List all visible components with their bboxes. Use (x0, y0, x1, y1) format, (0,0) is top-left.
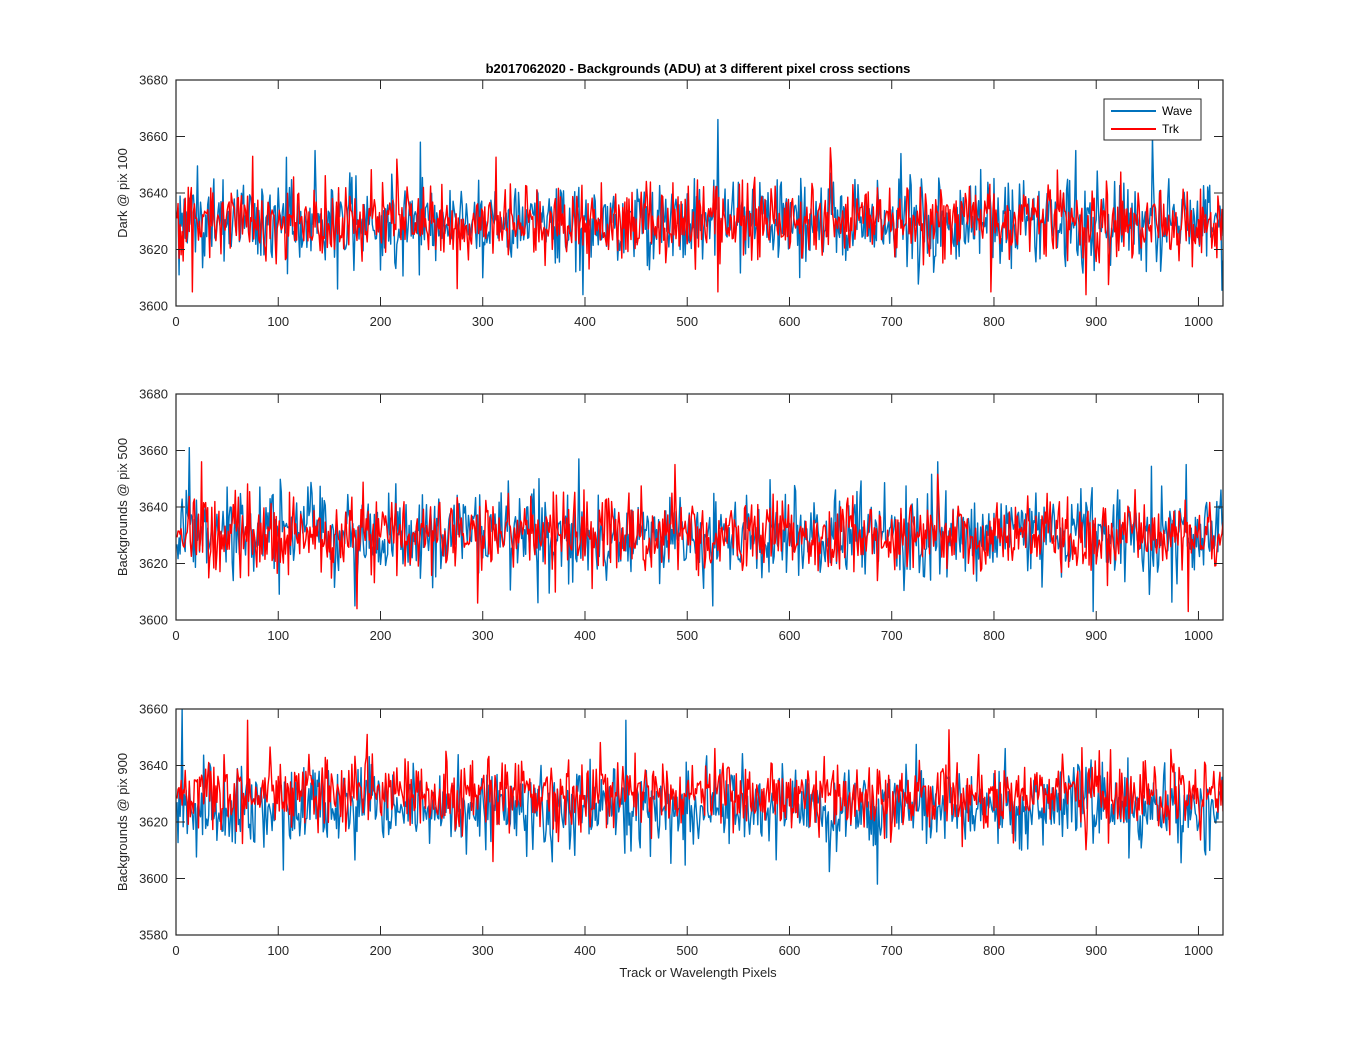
x-tick-label-1: 1000 (1184, 314, 1213, 329)
legend-box (1103, 98, 1202, 141)
y-tick-label-2: 3600 (139, 613, 168, 628)
x-tick-label-3: 100 (267, 943, 289, 958)
y-tick-label-3: 3640 (139, 758, 168, 773)
y-tick-label-2: 3640 (139, 500, 168, 515)
series-line-trk-panel-1 (176, 147, 1223, 296)
x-tick-label-3: 800 (983, 943, 1005, 958)
x-axis-label: Track or Wavelength Pixels (619, 965, 777, 980)
y-tick-label-1: 3600 (139, 299, 168, 314)
y-tick-label-1: 3620 (139, 242, 168, 257)
x-tick-label-3: 400 (574, 943, 596, 958)
legend: Wave Trk (1103, 98, 1202, 141)
legend-label-wave: Wave (1162, 104, 1193, 118)
x-tick-label-2: 100 (267, 628, 289, 643)
plot-area-2 (176, 394, 1223, 620)
x-tick-label-1: 0 (172, 314, 179, 329)
x-tick-label-1: 300 (472, 314, 494, 329)
x-tick-label-2: 500 (676, 628, 698, 643)
y-tick-label-2: 3620 (139, 556, 168, 571)
figure-title: b2017062020 - Backgrounds (ADU) at 3 dif… (486, 61, 911, 76)
y-tick-label-2: 3680 (139, 387, 168, 402)
panel-2: 0 100 200 300 400 500 600 700 800 900 1000 3600 3620… (115, 387, 1224, 643)
series-line-trk-panel-3 (176, 719, 1223, 863)
x-tick-label-1: 800 (983, 314, 1005, 329)
panel-3: 0 100 200 300 400 500 600 700 800 900 1000 3580 3600… (115, 702, 1224, 958)
y-tick-label-2: 3660 (139, 443, 168, 458)
x-tick-label-1: 900 (1085, 314, 1107, 329)
x-tick-label-1: 500 (676, 314, 698, 329)
x-tick-label-3: 500 (676, 943, 698, 958)
x-tick-label-3: 600 (779, 943, 801, 958)
x-tick-label-2: 200 (370, 628, 392, 643)
x-tick-label-3: 0 (172, 943, 179, 958)
x-tick-label-1: 600 (779, 314, 801, 329)
y-tick-label-1: 3660 (139, 129, 168, 144)
y-axis-label-1: Dark @ pix 100 (115, 148, 130, 238)
x-tick-label-2: 1000 (1184, 628, 1213, 643)
y-tick-label-3: 3600 (139, 871, 168, 886)
y-axis-label-2: Backgrounds @ pix 500 (115, 438, 130, 576)
x-tick-label-2: 800 (983, 628, 1005, 643)
x-tick-label-3: 200 (370, 943, 392, 958)
y-tick-label-3: 3620 (139, 815, 168, 830)
x-tick-label-1: 400 (574, 314, 596, 329)
panels: 0 100 200 300 400 500 600 700 800 900 100036003620… (115, 73, 1224, 958)
series-group-2 (176, 446, 1223, 613)
legend-label-trk: Trk (1162, 122, 1180, 136)
x-tick-label-2: 400 (574, 628, 596, 643)
x-tick-label-2: 0 (172, 628, 179, 643)
panel-1: 0 100 200 300 400 500 600 700 800 900 1000 3600 3620… (115, 73, 1224, 329)
x-tick-label-3: 900 (1085, 943, 1107, 958)
x-tick-label-3: 700 (881, 943, 903, 958)
x-tick-label-1: 200 (370, 314, 392, 329)
x-tick-label-3: 300 (472, 943, 494, 958)
y-tick-label-3: 3660 (139, 702, 168, 717)
x-tick-label-3: 1000 (1184, 943, 1213, 958)
series-group-1 (176, 118, 1223, 296)
x-tick-label-1: 700 (881, 314, 903, 329)
x-tick-label-2: 700 (881, 628, 903, 643)
x-tick-label-2: 300 (472, 628, 494, 643)
y-tick-label-1: 3640 (139, 186, 168, 201)
y-axis-label-3: Backgrounds @ pix 900 (115, 753, 130, 891)
y-tick-label-3: 3580 (139, 928, 168, 943)
x-tick-label-1: 100 (267, 314, 289, 329)
series-group-3 (176, 709, 1223, 885)
series-line-trk-panel-2 (176, 461, 1223, 613)
y-tick-label-1: 3680 (139, 73, 168, 88)
x-tick-label-2: 600 (779, 628, 801, 643)
x-tick-label-2: 900 (1085, 628, 1107, 643)
